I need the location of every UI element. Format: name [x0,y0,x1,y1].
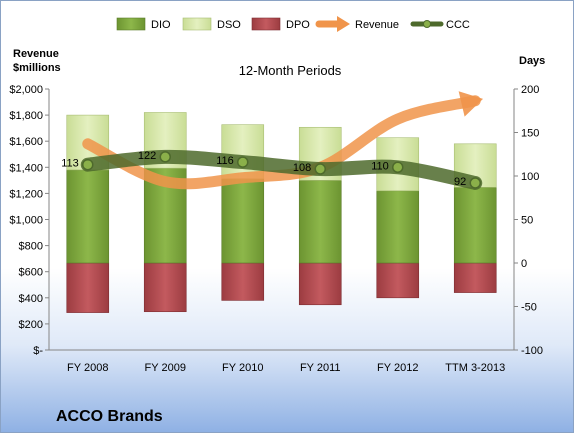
dio-bar [453,187,497,264]
left-tick-label: $1,000 [9,215,43,227]
x-tick-label: FY 2010 [222,362,263,374]
right-tick-label: 150 [521,128,539,140]
legend-arrowhead-revenue [337,16,350,32]
dio-bar [66,169,110,264]
revenue-arrowhead [458,91,484,117]
x-tick-label: FY 2011 [300,362,341,374]
dio-bar [376,190,420,264]
chart-title: 12-Month Periods [239,63,342,78]
ccc-point [159,151,171,163]
legend-swatch-dso [182,17,212,31]
dio-bar [221,178,265,264]
right-tick-label: 0 [521,258,527,270]
legend-marker-ccc [423,20,431,28]
legend-label-dio: DIO [151,19,171,31]
dso-bar [221,124,265,179]
right-tick-label: -50 [521,302,537,314]
company-name: ACCO Brands [56,408,163,425]
ccc-data-label: 116 [216,155,234,167]
legend-swatch-dio [116,17,146,31]
bars-layer [66,112,497,313]
dpo-bar [376,262,420,299]
dpo-bar [298,262,342,306]
left-axis-ticks: $- $200 $400 $600 $800 $1,000 $1,200 $1,400 $1,6… [9,84,49,357]
left-tick-label: $- [33,345,43,357]
legend-item-dpo: DPO [251,17,310,31]
ccc-point [469,177,481,189]
left-tick-label: $800 [19,241,43,253]
right-tick-label: 200 [521,84,539,96]
revenue-line [82,95,481,190]
ccc-data-label: 92 [454,176,466,188]
legend-label-dpo: DPO [286,19,310,31]
legend-item-ccc: CCC [410,19,470,31]
ccc-point [314,163,326,175]
ccc-data-label: 110 [371,160,389,172]
dpo-bar [66,262,110,313]
legend: DIO DSO DPO Revenue CCC [116,16,470,32]
legend-label-revenue: Revenue [355,19,399,31]
ccc-data-label: 122 [138,150,156,162]
legend-item-dio: DIO [116,17,171,31]
dpo-bar [143,262,187,313]
right-tick-label: 50 [521,215,533,227]
left-tick-label: $400 [19,293,43,305]
legend-label-ccc: CCC [446,19,470,31]
ccc-line [80,149,483,190]
legend-label-dso: DSO [217,19,241,31]
dpo-bar [453,262,497,293]
left-tick-label: $1,600 [9,136,43,148]
left-tick-label: $1,800 [9,110,43,122]
dpo-bar [221,262,265,301]
legend-swatch-dpo [251,17,281,31]
left-tick-label: $2,000 [9,84,43,96]
right-tick-label: 100 [521,171,539,183]
left-axis-title-line1: Revenue [13,48,59,60]
dio-bar [298,180,342,264]
left-tick-label: $1,400 [9,162,43,174]
ccc-data-label: 113 [61,158,79,170]
ccc-layer: 113 122 116 108 110 92 [61,149,483,190]
revenue-layer [82,91,484,190]
left-tick-label: $200 [19,319,43,331]
left-axis-title-line2: $millions [13,62,61,74]
left-tick-label: $1,200 [9,188,43,200]
right-axis-title: Days [519,55,545,67]
left-tick-label: $600 [19,267,43,279]
legend-item-revenue: Revenue [315,16,399,32]
x-tick-label: FY 2012 [377,362,418,374]
x-tick-label: FY 2008 [67,362,108,374]
ccc-point [237,156,249,168]
x-tick-label: FY 2009 [145,362,186,374]
x-tick-label: TTM 3-2013 [445,362,505,374]
right-tick-label: -100 [521,345,543,357]
ccc-point [82,158,94,171]
x-axis-ticks: FY 2008 FY 2009 FY 2010 FY 2011 FY 2012 TTM 3… [67,362,505,374]
ccc-data-label: 108 [293,162,311,174]
ccc-point [392,161,404,174]
legend-item-dso: DSO [182,17,241,31]
right-axis-ticks: -100 -50 0 50 100 150 200 [514,84,543,357]
